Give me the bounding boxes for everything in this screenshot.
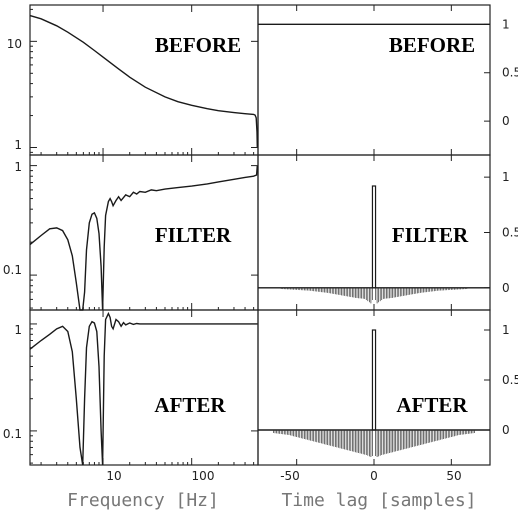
- left-xtick-10: 10: [106, 469, 121, 483]
- before-left-ytick-1: 1: [14, 138, 22, 152]
- right-xtick-50: 50: [446, 469, 461, 483]
- before-autocorr-label: BEFORE: [389, 33, 475, 57]
- before-spectrum-line: [29, 14, 258, 148]
- right-xtick-minus50: -50: [280, 469, 300, 483]
- filter-autocorr-label: FILTER: [392, 223, 469, 247]
- before-autocorr-ytick-label: 0.5: [502, 66, 518, 80]
- after-spectrum-label: AFTER: [154, 393, 226, 417]
- after-spectrum-line: [29, 311, 258, 466]
- after-autocorr-peak-bar: [371, 329, 377, 431]
- before-spectrum-frame: [29, 4, 259, 156]
- filter-autocorr-ytick-label: 0.5: [502, 226, 518, 240]
- filter-autocorr-ytick-label: 0: [502, 281, 510, 295]
- filter-left-ytick-1: 1: [14, 160, 22, 174]
- after-spectrum-frame: [29, 309, 259, 466]
- before-autocorr-ytick-label: 1: [502, 17, 510, 31]
- before-spectrum-label: BEFORE: [155, 33, 241, 57]
- after-autocorr-ytick-label: 1: [502, 323, 510, 337]
- chart-marks: 0 0.5 1 0 0.5 1 0 0.5 1: [29, 5, 518, 466]
- after-autocorr-ytick-label: 0.5: [502, 373, 518, 387]
- filter-spectrum-label: FILTER: [155, 223, 232, 247]
- right-xtick-0: 0: [370, 469, 378, 483]
- before-autocorr-frame: [257, 4, 491, 156]
- left-xtick-100: 100: [192, 469, 215, 483]
- filter-left-ytick-0.1: 0.1: [3, 263, 22, 277]
- after-autocorr-ytick-label: 0: [502, 423, 510, 437]
- after-autocorr-label: AFTER: [396, 393, 468, 417]
- filter-autocorr-ytick-label: 1: [502, 170, 510, 184]
- filter-autocorr-peak-bar: [371, 185, 377, 289]
- left-xlabel: Frequency [Hz]: [67, 490, 219, 511]
- after-autocorr-frame: [257, 309, 491, 466]
- filter-spectrum-line: [29, 165, 258, 311]
- after-left-ytick-1: 1: [14, 323, 22, 337]
- before-left-ytick-10: 10: [7, 37, 22, 51]
- right-xlabel: Time lag [samples]: [281, 490, 476, 511]
- after-left-ytick-0.1: 0.1: [3, 427, 22, 441]
- before-autocorr-ytick-label: 0: [502, 114, 510, 128]
